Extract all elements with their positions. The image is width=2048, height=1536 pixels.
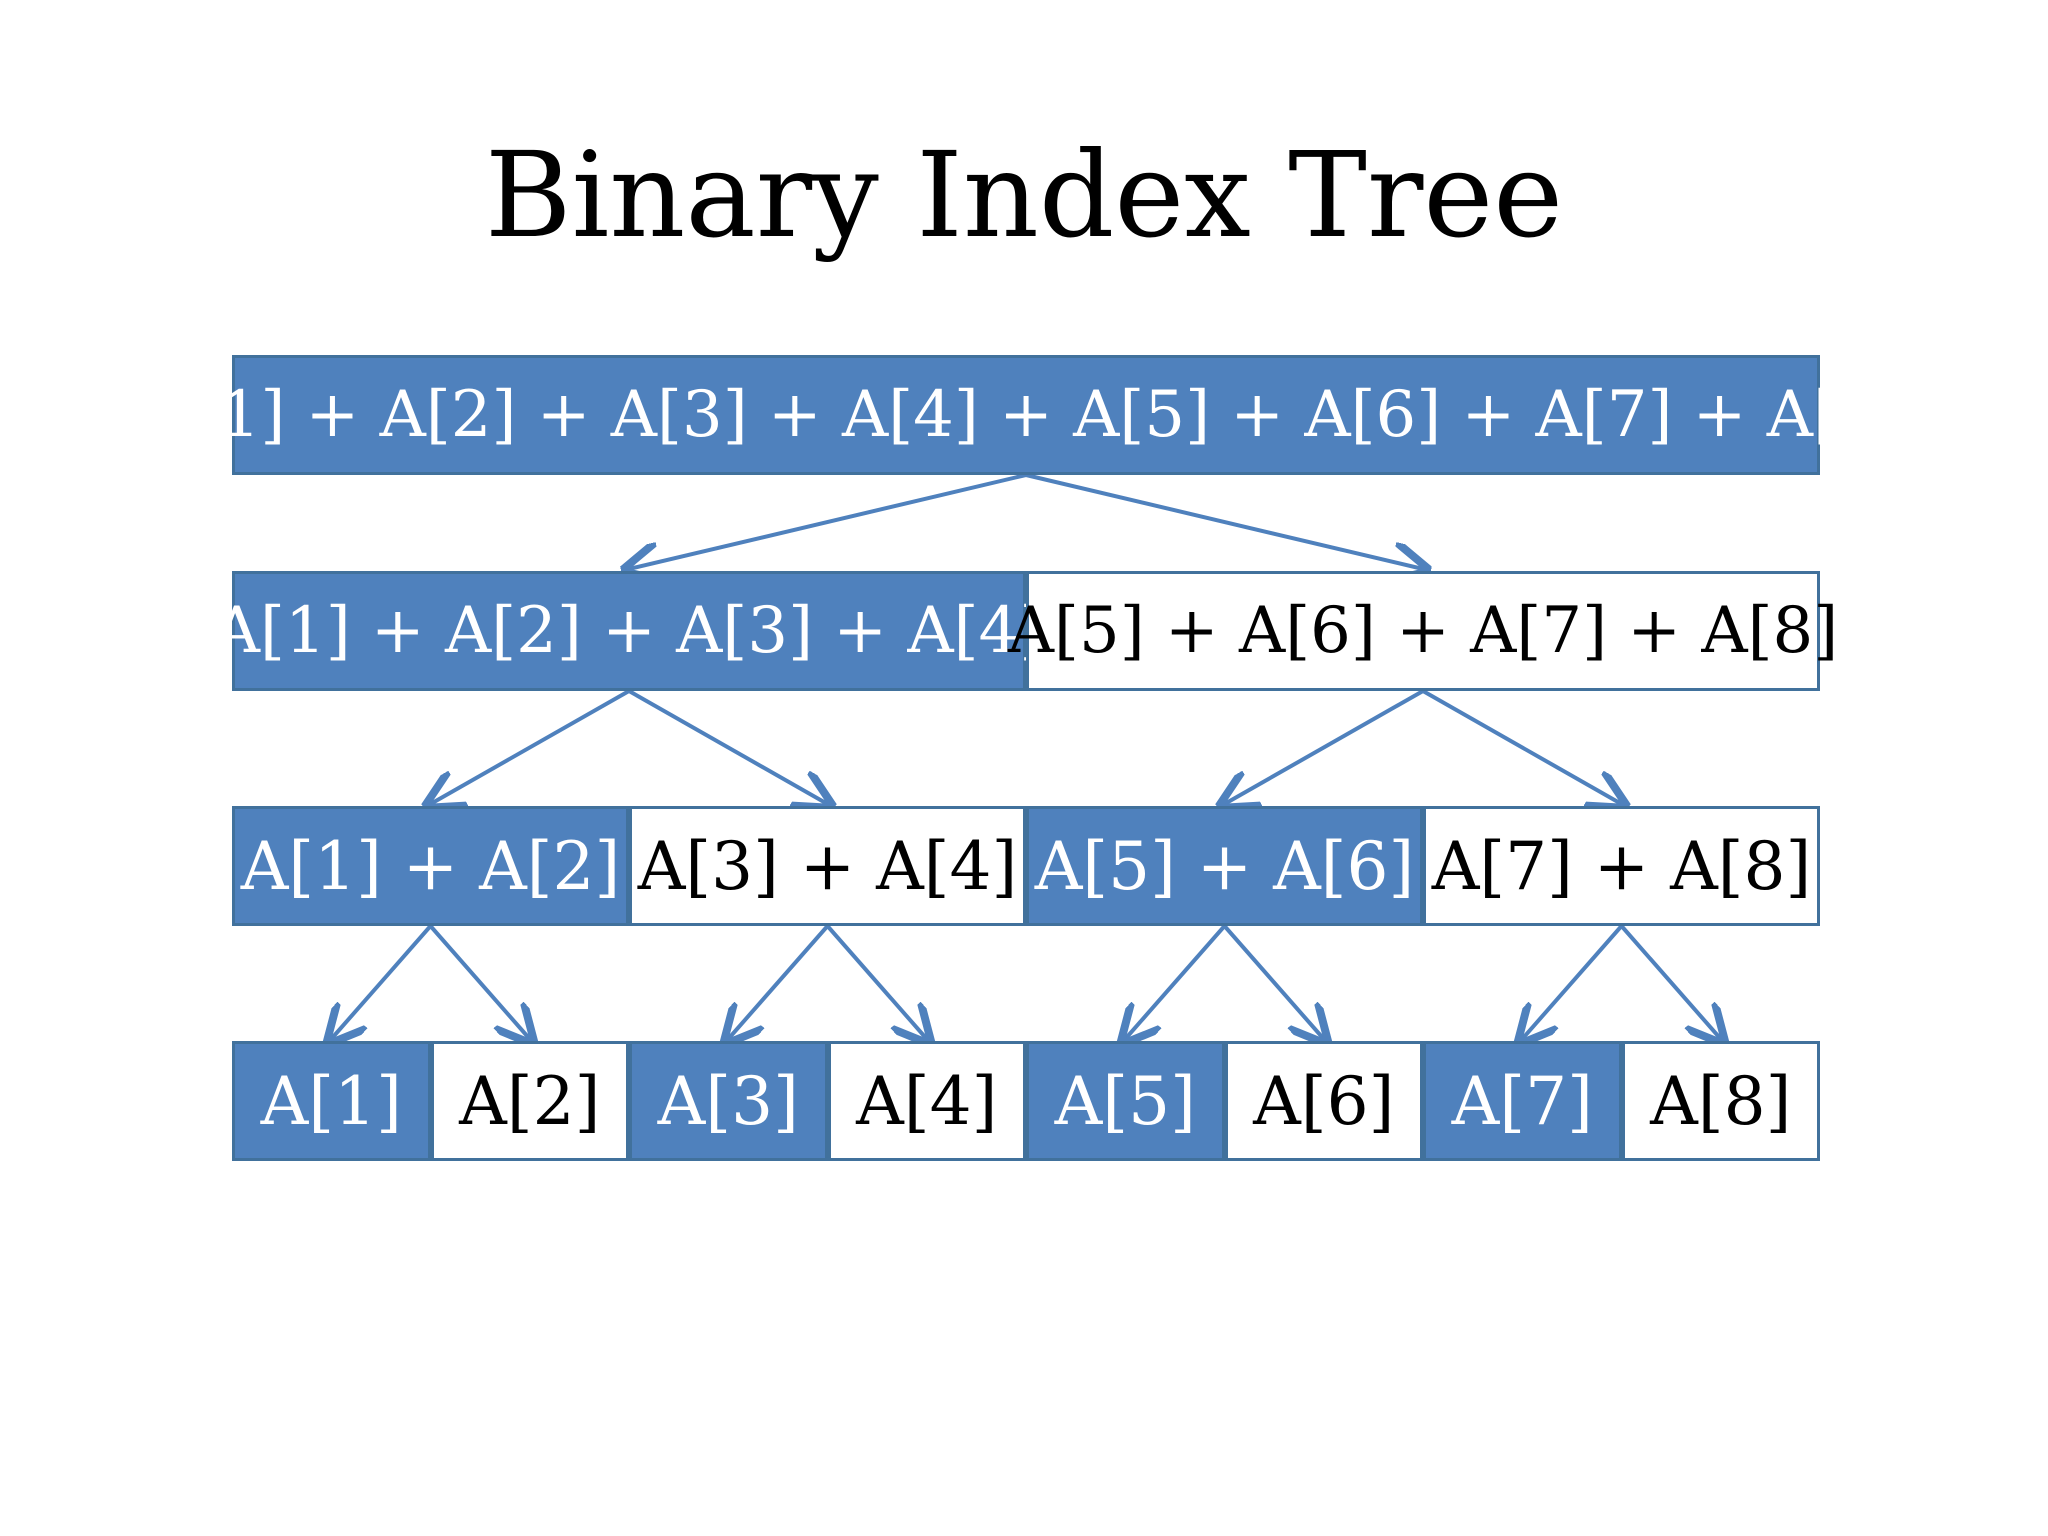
slide-title: Binary Index Tree <box>484 126 1564 264</box>
node-sum-1-2: A[1] + A[2] <box>232 806 629 926</box>
tree-level-2: A[1] + A[2] A[3] + A[4] A[5] + A[6] A[7]… <box>232 806 1820 926</box>
edge-arrow-5 <box>1422 689 1622 804</box>
edge-arrow-7 <box>428 924 530 1039</box>
edge-arrow-9 <box>825 924 927 1039</box>
leaf-a2: A[2] <box>430 1041 629 1161</box>
tree-level-0: A[1] + A[2] + A[3] + A[4] + A[5] + A[6] … <box>148 355 1904 475</box>
leaf-a3: A[3] <box>629 1041 828 1161</box>
edge-arrow-13 <box>1619 924 1721 1039</box>
tree-level-1: A[1] + A[2] + A[3] + A[4] A[5] + A[6] + … <box>214 571 1838 691</box>
leaf-a5: A[5] <box>1026 1041 1225 1161</box>
edge-arrow-12 <box>1522 924 1624 1039</box>
leaf-a4: A[4] <box>827 1041 1026 1161</box>
edge-arrow-1 <box>1025 473 1423 569</box>
node-sum-7-8: A[7] + A[8] <box>1423 806 1820 926</box>
tree-level-3: A[1] A[2] A[3] A[4] A[5] A[6] A[7] A[8] <box>232 1041 1820 1161</box>
edge-arrow-10 <box>1125 924 1227 1039</box>
edge-arrow-0 <box>629 473 1027 569</box>
node-sum-1-4: A[1] + A[2] + A[3] + A[4] <box>214 571 1044 691</box>
node-sum-5-6: A[5] + A[6] <box>1026 806 1423 926</box>
node-sum-5-8: A[5] + A[6] + A[7] + A[8] <box>1008 571 1838 691</box>
leaf-a6: A[6] <box>1224 1041 1423 1161</box>
leaf-a8: A[8] <box>1621 1041 1820 1161</box>
edge-arrow-3 <box>628 689 828 804</box>
edge-arrow-8 <box>728 924 830 1039</box>
edge-arrow-11 <box>1222 924 1324 1039</box>
edge-arrow-4 <box>1225 689 1424 804</box>
leaf-a1: A[1] <box>232 1041 431 1161</box>
leaf-a7: A[7] <box>1423 1041 1622 1161</box>
edge-arrow-6 <box>331 924 433 1039</box>
node-sum-3-4: A[3] + A[4] <box>629 806 1026 926</box>
edge-arrow-2 <box>431 689 630 804</box>
node-sum-1-8: A[1] + A[2] + A[3] + A[4] + A[5] + A[6] … <box>148 355 1904 475</box>
